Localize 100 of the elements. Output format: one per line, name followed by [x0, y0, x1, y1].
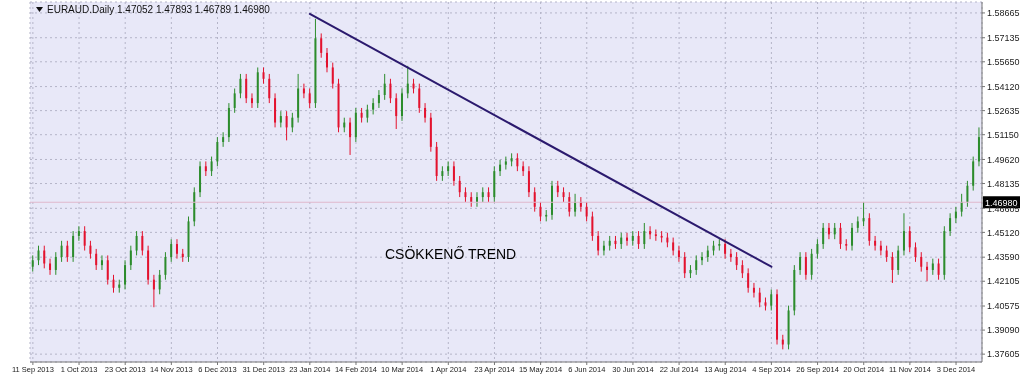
candlestick	[695, 254, 698, 276]
candlestick	[349, 117, 352, 156]
candlestick	[233, 88, 236, 114]
candlestick	[164, 251, 167, 281]
candlestick	[383, 73, 386, 101]
y-tick-label: 1.58665	[987, 8, 1020, 19]
candlestick	[499, 159, 502, 177]
y-tick-label: 1.49620	[987, 154, 1020, 165]
candlestick	[597, 230, 600, 256]
candlestick	[654, 228, 657, 242]
candlestick	[551, 180, 553, 221]
candlestick	[291, 112, 294, 133]
candlestick	[135, 230, 138, 256]
candlestick	[718, 238, 721, 252]
candlestick	[776, 288, 779, 345]
candlestick	[170, 238, 173, 263]
y-tick-label: 1.42105	[987, 276, 1020, 287]
candlestick	[960, 193, 963, 218]
candlestick	[908, 225, 911, 253]
candlestick	[724, 238, 727, 260]
candlestick	[839, 222, 842, 250]
candlestick	[66, 240, 69, 263]
candlestick	[400, 88, 403, 122]
candlestick	[879, 240, 882, 256]
candlestick	[926, 261, 929, 282]
candlestick	[268, 73, 271, 104]
candlestick	[816, 238, 819, 260]
candlestick	[210, 156, 213, 177]
candlestick	[106, 254, 109, 286]
candlestick	[851, 222, 854, 252]
candlestick	[568, 191, 571, 218]
candlestick	[395, 92, 398, 130]
candlestick	[222, 131, 225, 148]
candlestick	[799, 251, 802, 276]
candlestick	[527, 165, 530, 198]
candlestick	[862, 201, 865, 227]
candlestick	[914, 241, 917, 263]
candlestick	[72, 230, 75, 263]
candlestick	[827, 222, 830, 240]
y-tick-label: 1.43590	[987, 252, 1020, 263]
candlestick	[949, 212, 952, 237]
y-tick-label: 1.45120	[987, 227, 1020, 238]
candlestick	[902, 212, 905, 256]
candlestick	[100, 254, 103, 271]
candlestick	[308, 88, 311, 109]
y-tick-label: 1.55650	[987, 56, 1020, 67]
candlestick	[752, 282, 755, 299]
candlestick	[239, 73, 242, 99]
candlestick	[874, 235, 877, 252]
candlestick	[677, 245, 680, 263]
candlestick	[49, 258, 52, 276]
candlestick	[758, 287, 761, 308]
candlestick	[129, 245, 132, 271]
y-tick-label: 1.51150	[987, 129, 1019, 140]
annotation: CSÖKKENŐ TREND	[385, 246, 517, 262]
candlestick	[539, 201, 542, 222]
candlestick	[37, 245, 40, 266]
y-tick-label: 1.54120	[987, 81, 1020, 92]
y-tick-label: 1.37605	[987, 349, 1020, 360]
candlestick	[452, 160, 455, 187]
candlestick	[389, 78, 392, 104]
candlestick	[822, 222, 825, 250]
y-tick-label: 1.52635	[987, 105, 1020, 116]
candlestick	[250, 92, 253, 109]
candlestick	[810, 248, 813, 281]
candlestick	[95, 248, 98, 271]
candlestick	[372, 97, 375, 115]
candlestick	[216, 136, 219, 167]
candlestick	[124, 259, 127, 290]
candlestick	[868, 212, 871, 247]
candlestick	[701, 251, 704, 266]
candlestick	[626, 232, 629, 247]
candlestick	[285, 110, 288, 141]
y-tick-label: 1.40575	[987, 301, 1020, 312]
candlestick	[747, 267, 750, 294]
candlestick	[649, 225, 652, 240]
candlestick	[60, 240, 63, 263]
candlestick	[377, 89, 380, 109]
candlestick	[458, 175, 461, 198]
candlestick	[770, 288, 773, 311]
candlestick	[845, 238, 848, 252]
y-tick-label: 1.57135	[987, 32, 1020, 43]
candlestick	[804, 251, 807, 281]
candlestick	[585, 201, 588, 222]
candlestick	[683, 251, 686, 279]
candlestick	[937, 258, 940, 281]
candlestick	[954, 206, 957, 224]
candlestick	[476, 191, 478, 208]
candlestick	[729, 248, 732, 263]
candlestick	[331, 62, 334, 90]
candlestick	[591, 211, 594, 242]
candlestick	[43, 245, 46, 269]
candlestick	[966, 180, 969, 208]
candlestick	[152, 274, 155, 308]
candlestick	[320, 32, 323, 59]
candlestick	[920, 251, 923, 273]
candlestick	[533, 186, 536, 213]
candlestick	[891, 251, 894, 284]
candlestick	[424, 102, 427, 124]
candlestick	[418, 83, 421, 114]
